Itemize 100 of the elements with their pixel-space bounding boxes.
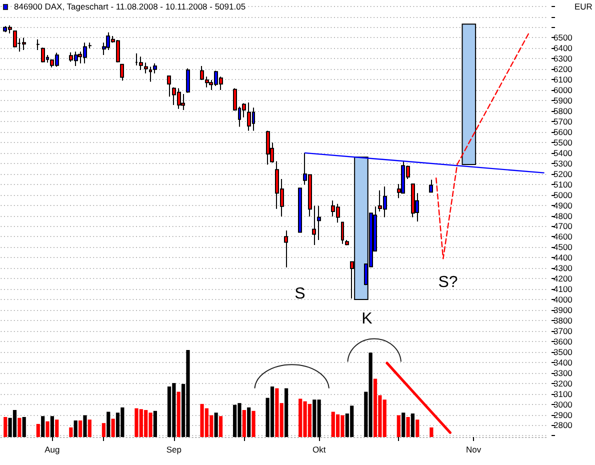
- y-tick-label: 4600: [554, 232, 573, 242]
- y-tick-label: 3800: [554, 315, 573, 326]
- y-tick-label: 3100: [554, 388, 573, 399]
- bar: [176, 392, 180, 437]
- x-tick-label: Aug: [44, 444, 60, 454]
- candlestick: [36, 38, 40, 50]
- bar: [18, 418, 22, 437]
- candlestick: [139, 56, 143, 70]
- y-axis-title: EUR: [574, 1, 592, 12]
- candlestick: [120, 64, 124, 82]
- y-tick-label: 3400: [554, 357, 573, 368]
- y-tick-label: 4300: [554, 263, 573, 274]
- bar: [102, 423, 106, 437]
- bar: [12, 410, 17, 437]
- y-tick-label: 5400: [554, 148, 573, 158]
- bar: [106, 412, 110, 437]
- y-tick-label: 4700: [554, 221, 573, 232]
- candlestick: [341, 222, 344, 244]
- bar: [167, 386, 172, 437]
- candlestick: [266, 130, 270, 166]
- bar: [242, 410, 246, 437]
- bar: [153, 410, 158, 437]
- bar: [78, 420, 82, 437]
- y-tick-label: 5200: [554, 168, 573, 179]
- y-tick-label: 5500: [554, 137, 573, 148]
- y-tick-label: 3300: [554, 368, 573, 378]
- candlestick: [284, 230, 288, 268]
- x-tick-label: Sep: [166, 444, 182, 454]
- y-tick-label: 4400: [554, 252, 573, 263]
- y-tick-label: 2900: [554, 410, 573, 420]
- bar: [69, 427, 73, 437]
- candlestick: [88, 42, 92, 49]
- bar: [46, 421, 50, 437]
- bar: [55, 420, 59, 437]
- bar: [252, 410, 256, 437]
- y-tick-label: 2800: [554, 420, 573, 430]
- bar: [430, 427, 434, 437]
- y-tick-label: 6200: [554, 64, 573, 74]
- candlestick: [167, 76, 171, 98]
- annotation: K: [362, 310, 373, 328]
- y-tick-label: 3700: [554, 326, 573, 336]
- x-tick-label: Okt: [312, 444, 326, 454]
- bar: [4, 416, 8, 437]
- y-tick-label: 6300: [554, 54, 573, 64]
- x-tick-label: Nov: [466, 444, 482, 454]
- bar: [218, 416, 223, 437]
- y-tick-label: 4500: [554, 242, 573, 252]
- y-tick-label: 5800: [554, 106, 573, 116]
- bar: [410, 414, 415, 437]
- annotation: S?: [438, 274, 458, 291]
- y-tick-label: 4900: [554, 200, 573, 210]
- candlestick: [312, 205, 316, 246]
- bar: [50, 416, 54, 437]
- y-tick-label: 6100: [554, 74, 573, 85]
- y-tick-label: 3900: [554, 305, 573, 316]
- y-tick-label: 5100: [554, 179, 573, 190]
- y-tick-label: 4100: [554, 284, 573, 294]
- bar: [270, 386, 274, 437]
- y-tick-label: 3200: [554, 378, 573, 388]
- candlestick: [41, 47, 45, 63]
- y-tick-label: 3600: [554, 336, 573, 346]
- bar: [22, 416, 26, 437]
- y-tick-label: 4800: [554, 210, 573, 221]
- bar: [88, 420, 92, 437]
- chart-title: 846900 DAX, Tageschart - 11.08.2008 - 10.11.2008 - 5091.05: [14, 2, 246, 12]
- y-tick-label: 3500: [554, 346, 573, 357]
- y-tick-label: 6500: [554, 32, 573, 43]
- y-tick-label: 3000: [554, 399, 573, 410]
- bar: [284, 388, 288, 437]
- line-series: [436, 30, 530, 260]
- bar: [74, 420, 78, 437]
- candlestick: [411, 184, 415, 218]
- bar: [111, 418, 115, 437]
- candlestick: [345, 239, 349, 246]
- y-tick-label: 6400: [554, 43, 573, 54]
- candlestick: [298, 188, 302, 234]
- candlestick: [317, 205, 321, 240]
- bar: [373, 378, 378, 437]
- bar: [214, 412, 218, 437]
- y-tick-label: 6000: [554, 85, 573, 96]
- y-tick-label: 5300: [554, 158, 573, 168]
- bar: [416, 420, 420, 437]
- bar: [406, 416, 410, 437]
- bar: [396, 415, 400, 437]
- bar: [41, 416, 45, 437]
- candlestick: [429, 179, 433, 193]
- y-tick-label: 5900: [554, 96, 573, 106]
- candlestick: [144, 62, 148, 74]
- bar: [247, 407, 251, 437]
- candlestick: [186, 68, 190, 94]
- annotation: S: [294, 286, 306, 302]
- y-tick-label: 4200: [554, 274, 573, 284]
- bar: [36, 424, 40, 437]
- candlestick: [13, 30, 17, 48]
- y-tick-label: 5000: [554, 190, 573, 200]
- y-tick-label: 4000: [554, 294, 573, 305]
- candlestick: [247, 102, 251, 132]
- y-tick-label: 5700: [554, 116, 573, 127]
- bar: [83, 415, 87, 437]
- bar: [402, 412, 406, 437]
